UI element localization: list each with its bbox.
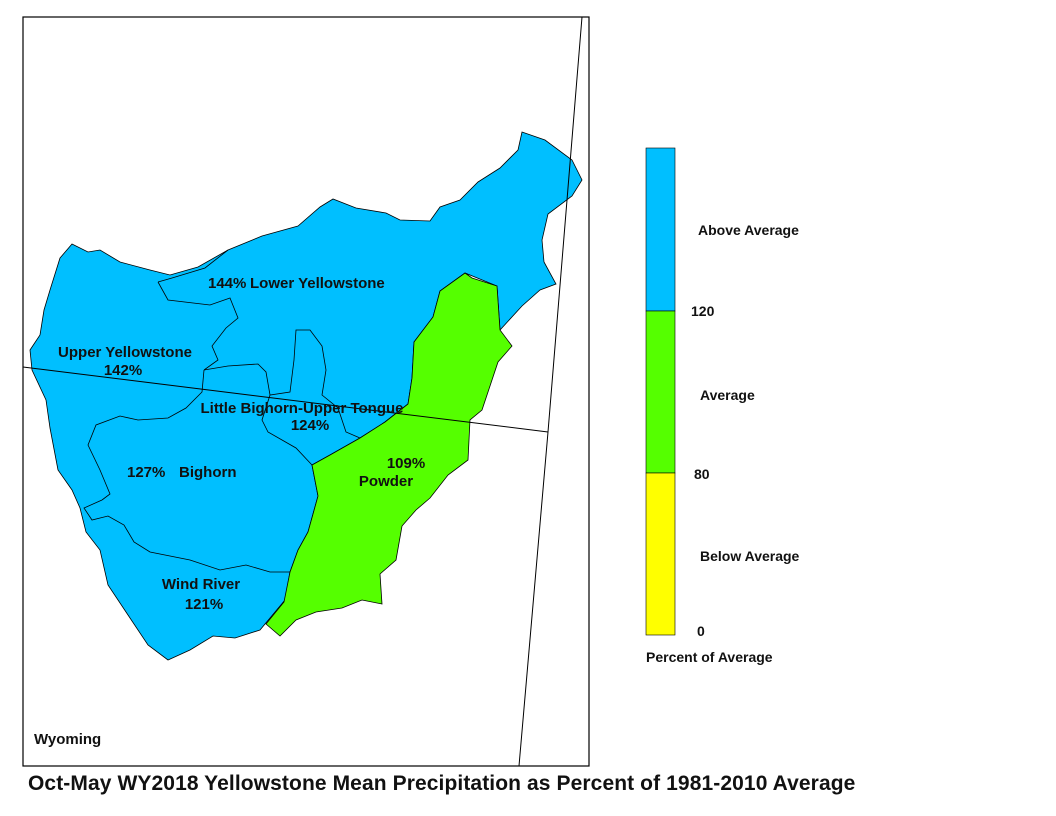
legend-caption: Percent of Average [646, 649, 773, 665]
state-boundaries [22, 16, 583, 767]
bighorn-percent: 127% [127, 464, 165, 481]
legend-break-0: 0 [697, 623, 705, 639]
wind-river-percent: 121% [185, 596, 223, 613]
basin-labels: 144% Lower Yellowstone Upper Yellowstone… [58, 275, 425, 613]
legend-label-above: Above Average [698, 222, 799, 238]
lower-yellowstone-name: Lower Yellowstone [250, 275, 385, 292]
legend-break-80: 80 [694, 466, 710, 482]
legend-swatch-above [645, 147, 676, 312]
legend-swatch-average [645, 310, 676, 474]
bighorn-name: Bighorn [179, 464, 237, 481]
state-label: Wyoming [34, 731, 101, 748]
powder-percent: 109% [387, 455, 425, 472]
little-bighorn-upper-tongue-percent: 124% [291, 417, 329, 434]
lower-yellowstone-percent: 144% [208, 275, 246, 292]
map-title: Oct-May WY2018 Yellowstone Mean Precipit… [28, 772, 856, 795]
basin-boundaries [83, 249, 361, 573]
legend-break-120: 120 [691, 303, 715, 319]
legend: Above Average Average Below Average 120 … [645, 147, 800, 665]
basin-powder[interactable] [265, 272, 513, 637]
legend-label-average: Average [700, 387, 755, 403]
little-bighorn-upper-tongue-name: Little Bighorn-Upper Tongue [200, 400, 403, 417]
powder-name: Powder [359, 473, 413, 490]
upper-yellowstone-percent: 142% [104, 362, 142, 379]
legend-swatch-below [645, 472, 676, 636]
upper-yellowstone-name: Upper Yellowstone [58, 344, 192, 361]
legend-label-below: Below Average [700, 548, 800, 564]
wind-river-name: Wind River [162, 576, 240, 593]
